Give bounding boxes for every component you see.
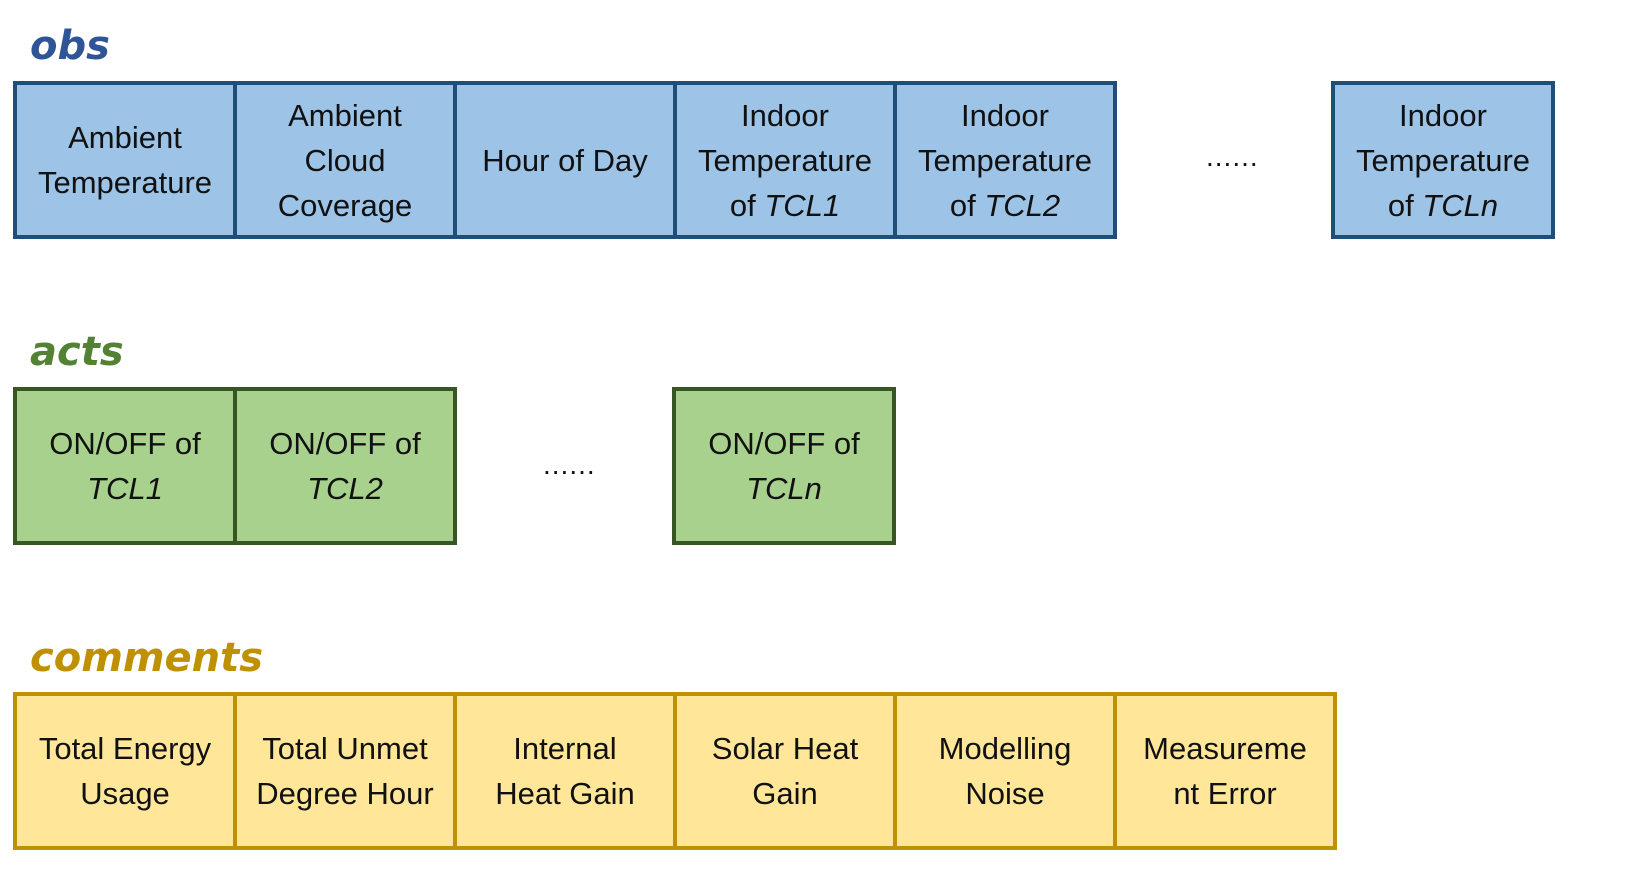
acts-title: acts	[30, 329, 124, 375]
obs-ambient-temperature-box: Ambient Temperature	[13, 81, 237, 239]
acts-ellipsis: ......	[543, 449, 596, 480]
comments-title: comments	[30, 635, 264, 681]
box-label: Temperature	[697, 142, 873, 178]
box-label: Temperature	[917, 142, 1093, 178]
box-label: ON/OFF of	[269, 426, 421, 461]
obs-indoor-temp-tcl2-box: Indoor Temperature of TCL2	[893, 81, 1117, 239]
box-label: Gain	[752, 776, 818, 811]
box-label: Modelling	[938, 731, 1072, 766]
box-label: of	[1387, 187, 1423, 223]
box-label: Cloud	[304, 142, 386, 178]
comments-total-energy-usage-box: Total Energy Usage	[13, 692, 237, 850]
box-label: of	[729, 187, 765, 223]
box-label: of	[949, 187, 985, 223]
box-label: Total Energy	[38, 731, 212, 766]
box-label: Degree Hour	[256, 776, 434, 811]
box-label: Ambient	[288, 97, 402, 133]
tcl-label: TCL1	[87, 471, 163, 506]
box-label: Temperature	[37, 165, 213, 200]
tcl-label: TCLn	[746, 471, 822, 506]
box-label: Heat Gain	[495, 776, 635, 811]
tcl-label: TCLn	[1422, 187, 1499, 223]
obs-ambient-cloud-coverage-box: Ambient Cloud Coverage	[233, 81, 457, 239]
box-label: Coverage	[277, 187, 413, 223]
box-label: Indoor	[741, 97, 829, 133]
box-label: Indoor	[961, 97, 1049, 133]
box-label: Usage	[80, 776, 170, 811]
box-label: Indoor	[1399, 97, 1487, 133]
box-label: Internal	[513, 731, 617, 766]
obs-title: obs	[30, 23, 110, 69]
acts-onoff-tcl1-box: ON/OFF of TCL1	[13, 387, 237, 545]
box-label: nt Error	[1173, 776, 1277, 811]
box-label: Total Unmet	[262, 731, 428, 766]
comments-measurement-error-box: Measureme nt Error	[1113, 692, 1337, 850]
acts-onoff-tcl2-box: ON/OFF of TCL2	[233, 387, 457, 545]
acts-onoff-tcln-box: ON/OFF of TCLn	[672, 387, 896, 545]
box-label: Noise	[965, 776, 1045, 811]
obs-hour-of-day-box: Hour of Day	[453, 81, 677, 239]
box-label: ON/OFF of	[708, 426, 860, 461]
box-label: Solar Heat	[711, 731, 859, 766]
box-label: Temperature	[1355, 142, 1531, 178]
obs-ellipsis: ......	[1206, 141, 1259, 172]
tcl-label: TCL2	[307, 471, 383, 506]
comments-internal-heat-gain-box: Internal Heat Gain	[453, 692, 677, 850]
obs-indoor-temp-tcl1-box: Indoor Temperature of TCL1	[673, 81, 897, 239]
box-label: ON/OFF of	[49, 426, 201, 461]
box-label: Ambient	[68, 120, 182, 155]
box-label: Hour of Day	[482, 142, 648, 178]
tcl-label: TCL1	[764, 187, 841, 223]
comments-modelling-noise-box: Modelling Noise	[893, 692, 1117, 850]
tcl-label: TCL2	[984, 187, 1061, 223]
comments-total-unmet-degree-hour-box: Total Unmet Degree Hour	[233, 692, 457, 850]
obs-indoor-temp-tcln-box: Indoor Temperature of TCLn	[1331, 81, 1555, 239]
comments-solar-heat-gain-box: Solar Heat Gain	[673, 692, 897, 850]
box-label: Measureme	[1143, 731, 1307, 766]
